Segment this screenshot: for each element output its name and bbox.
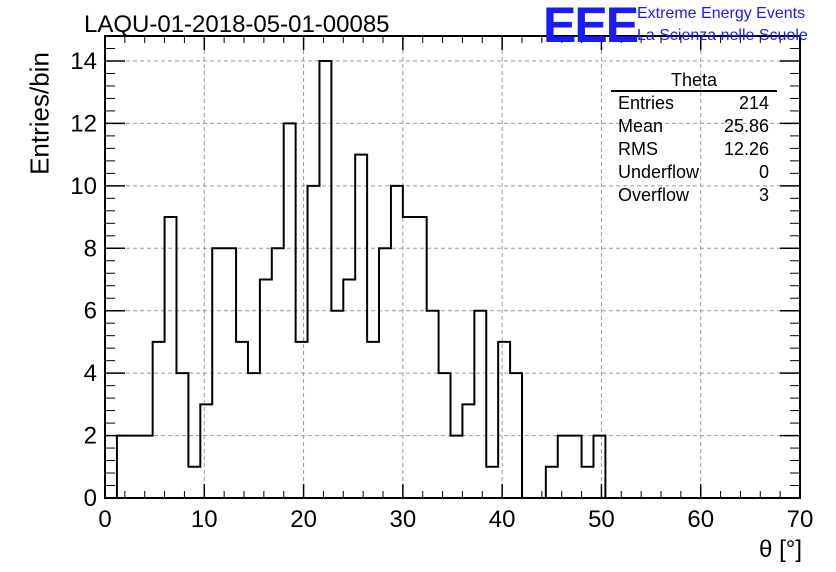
histogram-bin [176,373,188,498]
y-axis-label: Entries/bin [24,52,55,175]
y-tick-label: 10 [70,173,97,200]
y-tick-label: 2 [84,423,97,450]
x-tick-label: 50 [588,506,615,533]
stats-label: RMS [618,139,658,159]
y-tick-labels: 0 2 4 6 8 10 12 14 [70,48,97,512]
stats-value: 25.86 [723,116,769,136]
histogram-bin [355,155,367,498]
stats-label: Entries [618,93,675,113]
histogram-bin [129,436,141,498]
histogram-bin [248,373,260,498]
histogram-bin [367,342,379,498]
y-tick-label: 4 [84,360,97,387]
y-tick-label: 6 [84,298,97,325]
x-tick-label: 70 [787,506,814,533]
x-tick-label: 40 [489,506,516,533]
histogram-bin [486,467,498,498]
histogram-bin [403,217,415,498]
histogram-bin [391,186,403,498]
x-tick-label: 60 [687,506,714,533]
stats-title: Theta [611,70,777,92]
histogram-bin [415,217,427,498]
histogram-bin [331,311,343,498]
histogram-bin [498,342,510,498]
stats-row: Entries 214 [611,92,777,115]
stats-value: 0 [758,162,769,182]
histogram-bins [117,61,605,498]
eee-logo: EEE [543,0,639,53]
histogram-bin [141,436,153,498]
histogram-bin [284,123,296,498]
histogram-bin [296,342,308,498]
histogram-bin [558,436,570,498]
histogram-bin [593,436,605,498]
x-tick-labels: 0 10 20 30 40 50 60 70 [98,506,813,533]
histogram-bin [188,467,200,498]
y-tick-label: 12 [70,110,97,137]
histogram-bin [200,404,212,498]
histogram-bin [582,467,594,498]
stats-label: Overflow [618,185,690,205]
stats-row: Mean 25.86 [611,115,777,138]
histogram-bin [343,279,355,498]
stats-row: Underflow 0 [611,161,777,184]
plot-frame [104,35,801,499]
y-tick-label: 8 [84,235,97,262]
stats-value: 12.26 [723,139,769,159]
histogram-bin [546,467,558,498]
histogram-bin [212,248,224,498]
x-axis-label: θ [°] [759,536,802,563]
logo-line-2: La Scienza nelle Scuole [637,27,808,44]
y-tick-label: 14 [70,48,97,75]
histogram-bin [165,217,177,498]
stats-row: RMS 12.26 [611,138,777,161]
histogram-bin [474,311,486,498]
histogram-bin [510,373,522,498]
histogram-bin [272,248,284,498]
stats-box: Theta Entries 214 Mean 25.86 RMS 12.26 Unde… [611,70,777,207]
x-tick-label: 10 [191,506,218,533]
y-tick-label: 0 [84,485,97,512]
histogram-bin [153,342,165,498]
histogram-bin [260,279,272,498]
histogram-bin [451,436,463,498]
stats-label: Underflow [618,162,700,182]
stats-label: Mean [618,116,664,136]
stats-value: 214 [738,93,769,113]
grid [105,36,800,498]
x-tick-label: 20 [290,506,317,533]
histogram-bin [427,311,439,498]
x-tick-label: 0 [98,506,111,533]
x-tick-label: 30 [390,506,417,533]
logo-line-1: Extreme Energy Events [637,5,806,22]
histogram-bin [439,373,451,498]
histogram-bin [319,61,331,498]
histogram-bin [462,404,474,498]
histogram-bin [236,342,248,498]
chart-title: LAQU-01-2018-05-01-00085 [84,11,390,38]
stats-value: 3 [758,185,769,205]
histogram-bin [308,186,320,498]
histogram-bin [117,436,129,498]
stats-row: Overflow 3 [611,184,777,207]
histogram-bin [570,436,582,498]
histogram-bin [224,248,236,498]
histogram-bin [379,248,391,498]
